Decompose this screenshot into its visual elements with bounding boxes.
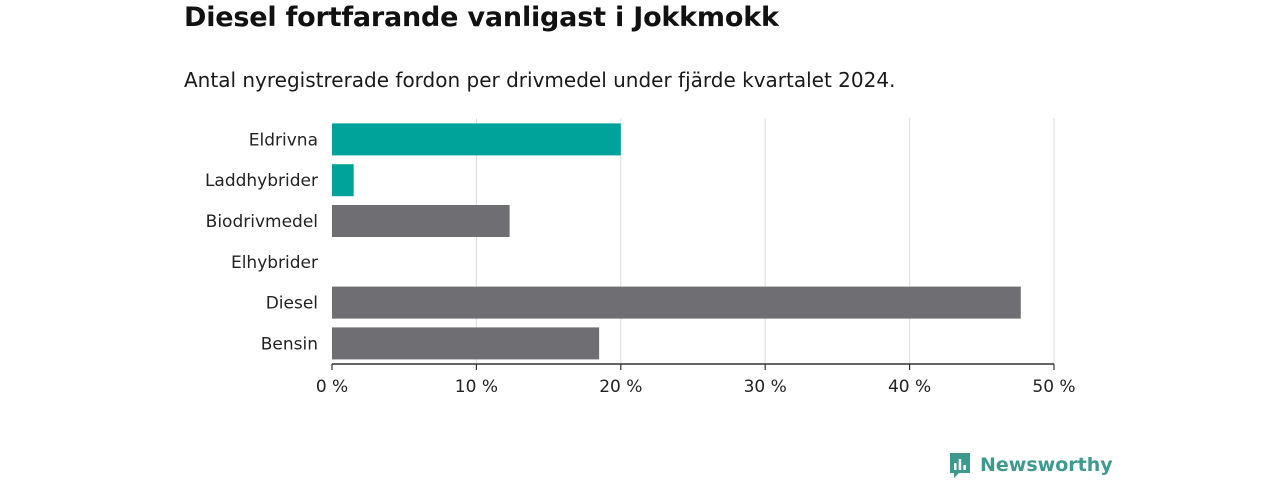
bar: [332, 205, 510, 237]
gridlines: [475, 118, 1055, 364]
category-label: Bensin: [261, 334, 318, 354]
category-label: Laddhybrider: [205, 171, 318, 191]
bars: [332, 123, 1021, 360]
newsworthy-logo-icon: [950, 453, 970, 478]
bar: [332, 286, 1021, 319]
category-label: Biodrivmedel: [206, 212, 318, 232]
x-tick-label: 10 %: [455, 377, 498, 397]
x-tick-label: 0 %: [316, 377, 348, 397]
brand-name: Newsworthy: [980, 454, 1113, 476]
chart-subtitle: Antal nyregistrerade fordon per drivmede…: [184, 68, 896, 92]
chart-title: Diesel fortfarande vanligast i Jokkmokk: [184, 2, 779, 33]
x-tick-label: 50 %: [1032, 377, 1075, 397]
category-labels: Eldrivna Laddhybrider Biodrivmedel Elhybrid…: [205, 130, 318, 354]
newsworthy-logo: Newsworthy: [948, 451, 1113, 479]
x-tick-label: 40 %: [888, 377, 931, 397]
bar: [332, 123, 621, 156]
category-label: Elhybrider: [231, 253, 318, 273]
bar: [332, 327, 600, 360]
bar: [332, 164, 354, 197]
category-label: Eldrivna: [249, 130, 318, 150]
x-axis: 0 % 10 % 20 % 30 % 40 % 50 %: [316, 363, 1076, 397]
category-label: Diesel: [266, 294, 318, 314]
x-tick-label: 30 %: [744, 377, 787, 397]
x-tick-label: 20 %: [599, 377, 642, 397]
